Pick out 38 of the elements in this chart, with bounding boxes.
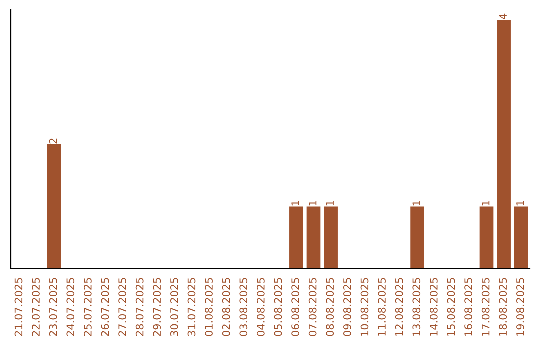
data-label: 1 bbox=[482, 201, 490, 206]
x-tick-label: 10.08.2025 bbox=[360, 278, 369, 336]
x-tick-label: 14.08.2025 bbox=[430, 278, 438, 336]
x-tick-label: 16.08.2025 bbox=[464, 278, 472, 336]
x-tick-label: 05.08.2025 bbox=[274, 278, 282, 336]
x-tick-label: 21.07.2025 bbox=[14, 278, 23, 336]
data-label: 1 bbox=[292, 201, 300, 206]
x-tick-label: 31.07.2025 bbox=[188, 278, 196, 336]
x-tick-label: 18.08.2025 bbox=[499, 278, 508, 336]
x-tick-label: 09.08.2025 bbox=[343, 278, 352, 336]
x-tick-label: 17.08.2025 bbox=[482, 278, 490, 336]
data-label: 1 bbox=[516, 201, 524, 206]
x-tick-label: 02.08.2025 bbox=[222, 278, 230, 336]
x-tick-label: 07.08.2025 bbox=[308, 278, 317, 336]
x-tick-label: 24.07.2025 bbox=[66, 278, 75, 336]
data-label: 1 bbox=[412, 201, 420, 206]
x-tick-label: 19.08.2025 bbox=[516, 278, 524, 336]
data-label: 2 bbox=[49, 138, 58, 144]
x-tick-label: 22.07.2025 bbox=[32, 278, 40, 336]
x-tick-label: 06.08.2025 bbox=[292, 278, 300, 336]
x-tick-label: 30.07.2025 bbox=[170, 278, 178, 336]
x-tick-label: 11.08.2025 bbox=[378, 278, 386, 336]
x-tick-label: 28.07.2025 bbox=[136, 278, 144, 336]
x-tick-label: 23.07.2025 bbox=[49, 278, 58, 336]
x-tick-label: 26.07.2025 bbox=[101, 278, 110, 336]
x-tick-label: 13.08.2025 bbox=[412, 278, 421, 336]
x-tick-label: 25.07.2025 bbox=[84, 278, 92, 336]
x-tick-label: 15.08.2025 bbox=[447, 278, 456, 336]
data-label: 4 bbox=[499, 14, 507, 20]
data-label: 1 bbox=[326, 201, 334, 206]
x-tick-label: 01.08.2025 bbox=[205, 278, 213, 336]
x-tick-label: 29.07.2025 bbox=[153, 278, 162, 336]
x-tick-label: 27.07.2025 bbox=[118, 278, 126, 336]
x-tick-label: 04.08.2025 bbox=[256, 278, 265, 336]
data-label: 1 bbox=[309, 201, 317, 206]
x-tick-label: 12.08.2025 bbox=[395, 278, 404, 336]
x-tick-label: 03.08.2025 bbox=[240, 278, 248, 336]
x-tick-label: 08.08.2025 bbox=[326, 278, 334, 336]
